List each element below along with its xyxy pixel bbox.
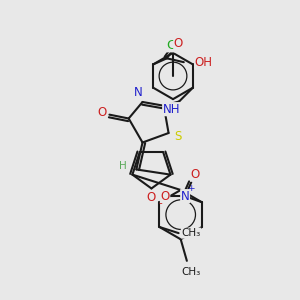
Text: O: O — [147, 191, 156, 204]
Text: +: + — [187, 184, 194, 193]
Text: S: S — [174, 130, 182, 143]
Text: O: O — [160, 190, 170, 203]
Text: CH₃: CH₃ — [181, 228, 201, 238]
Text: H: H — [118, 160, 126, 171]
Text: O: O — [97, 106, 106, 119]
Text: N: N — [134, 86, 143, 99]
Text: NH: NH — [163, 103, 180, 116]
Text: Cl: Cl — [167, 39, 179, 52]
Text: OH: OH — [195, 56, 213, 69]
Text: O: O — [174, 37, 183, 50]
Text: CH₃: CH₃ — [181, 267, 200, 277]
Text: N: N — [181, 190, 190, 203]
Text: O: O — [190, 168, 200, 181]
Text: -: - — [159, 198, 162, 208]
